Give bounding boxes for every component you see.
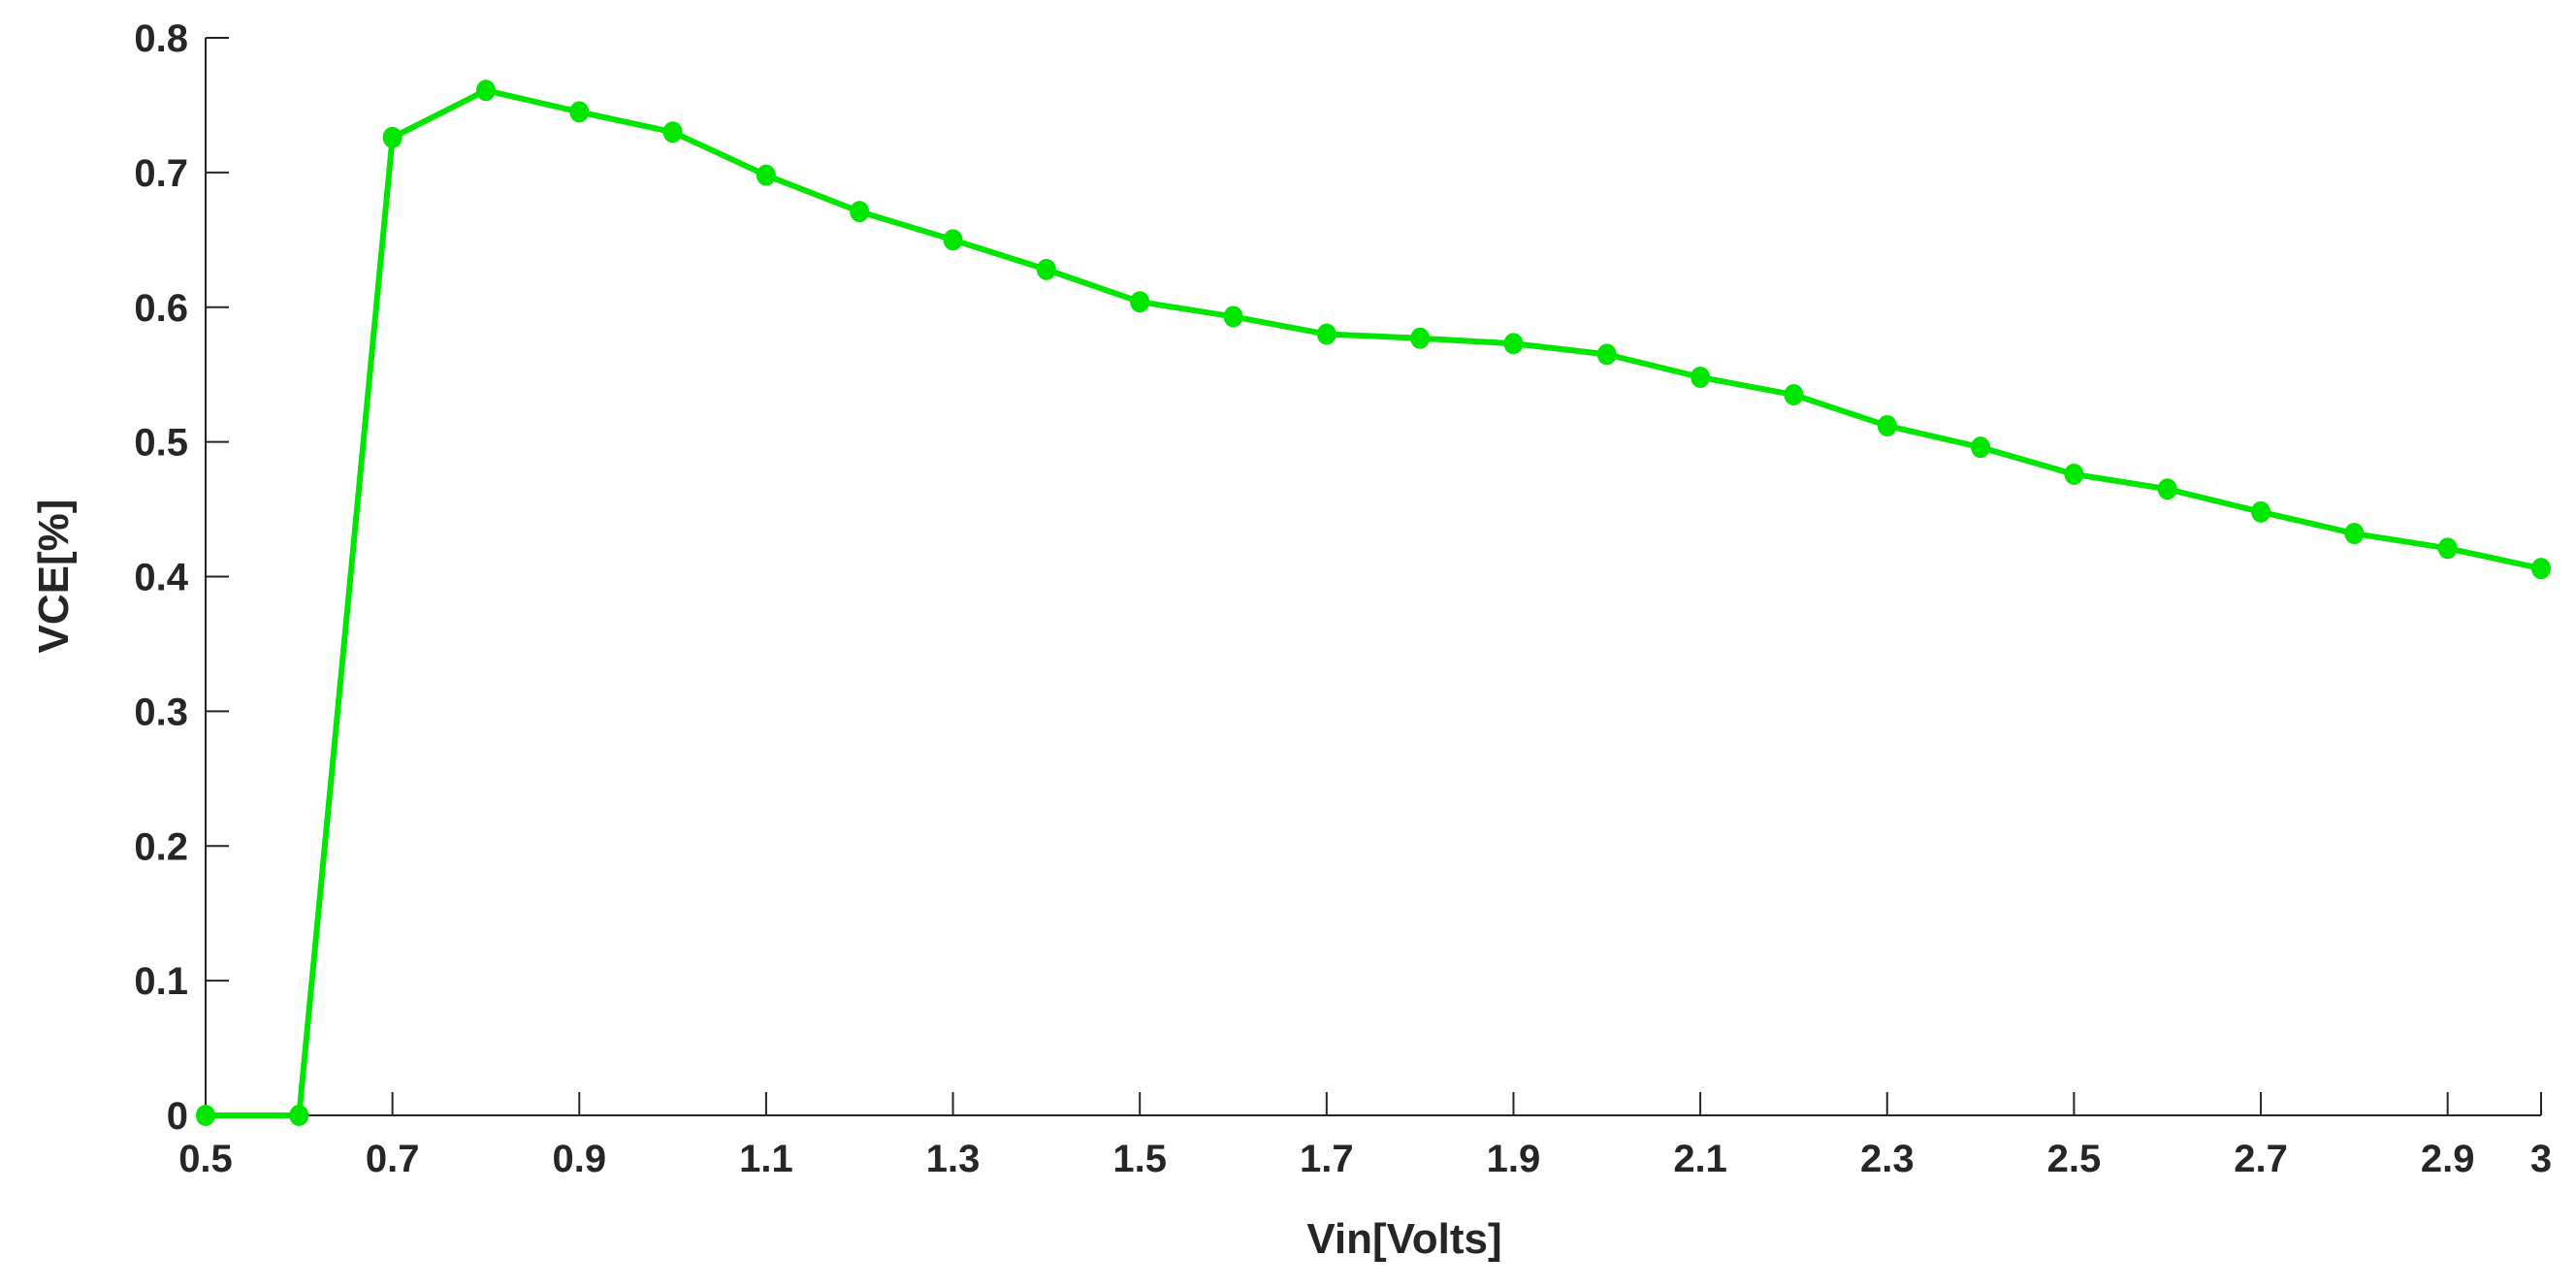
data-point-marker <box>289 1105 309 1126</box>
x-tick-label: 0.7 <box>366 1138 420 1180</box>
y-axis-title: VCE[%] <box>30 499 78 654</box>
data-point-marker <box>2437 537 2458 560</box>
data-point-marker <box>569 101 590 123</box>
x-tick-label: 1.3 <box>926 1138 981 1180</box>
data-point-marker <box>1503 333 1524 355</box>
data-point-marker <box>475 80 496 102</box>
data-point-marker <box>1223 306 1243 328</box>
x-tick-label: 1.1 <box>739 1138 793 1180</box>
x-tick-label: 0.5 <box>178 1138 233 1180</box>
y-tick-label: 0.4 <box>134 557 188 599</box>
y-tick-label: 0 <box>167 1095 188 1138</box>
x-tick-label: 2.9 <box>2421 1138 2475 1180</box>
data-point-marker <box>382 126 402 148</box>
data-point-marker <box>2251 500 2271 523</box>
data-point-marker <box>1784 384 1804 406</box>
axes: 0 0.1 0.2 0.3 0.4 0.5 0.6 0.7 0.8 0.5 0.7 0.9 1.1 1.3… <box>134 17 2552 1180</box>
x-tick-label: 1.9 <box>1487 1138 1541 1180</box>
x-tick-label: 2.5 <box>2047 1138 2102 1180</box>
data-point-marker <box>943 229 963 251</box>
y-tick-label: 0.6 <box>134 287 188 330</box>
data-point-marker <box>850 201 870 223</box>
data-point-marker <box>1690 366 1711 388</box>
x-tick-label: 2.1 <box>1673 1138 1727 1180</box>
y-tick-label: 0.5 <box>134 422 188 465</box>
x-tick-label: 0.9 <box>552 1138 606 1180</box>
data-point-marker <box>1410 327 1431 349</box>
x-tick-label: 1.7 <box>1300 1138 1354 1180</box>
data-point-marker <box>1036 258 1056 280</box>
data-point-marker <box>1877 414 1897 436</box>
data-point-marker <box>1596 343 1617 366</box>
x-axis-title: Vin[Volts] <box>1306 1215 1501 1263</box>
data-point-marker <box>2531 558 2551 580</box>
plot-area <box>196 80 2551 1126</box>
y-tick-label: 0.1 <box>134 960 188 1003</box>
x-tick-label: 3 <box>2530 1138 2552 1180</box>
y-tick-label: 0.3 <box>134 691 188 733</box>
series-line <box>206 87 2542 1118</box>
x-tick-label: 1.5 <box>1112 1138 1167 1180</box>
y-tick-label: 0.2 <box>134 825 188 868</box>
data-point-marker <box>1130 291 1150 313</box>
data-point-marker <box>196 1105 215 1126</box>
x-tick-label: 2.7 <box>2234 1138 2288 1180</box>
data-point-marker <box>2344 523 2365 545</box>
data-point-marker <box>756 164 776 186</box>
data-point-marker <box>2157 478 2177 500</box>
data-point-marker <box>2064 463 2084 485</box>
data-point-marker <box>1971 436 1991 459</box>
data-point-marker <box>1316 323 1336 345</box>
y-tick-label: 0.7 <box>134 152 188 195</box>
data-point-marker <box>662 121 683 144</box>
x-tick-label: 2.3 <box>1860 1138 1915 1180</box>
y-tick-label: 0.8 <box>134 17 188 60</box>
